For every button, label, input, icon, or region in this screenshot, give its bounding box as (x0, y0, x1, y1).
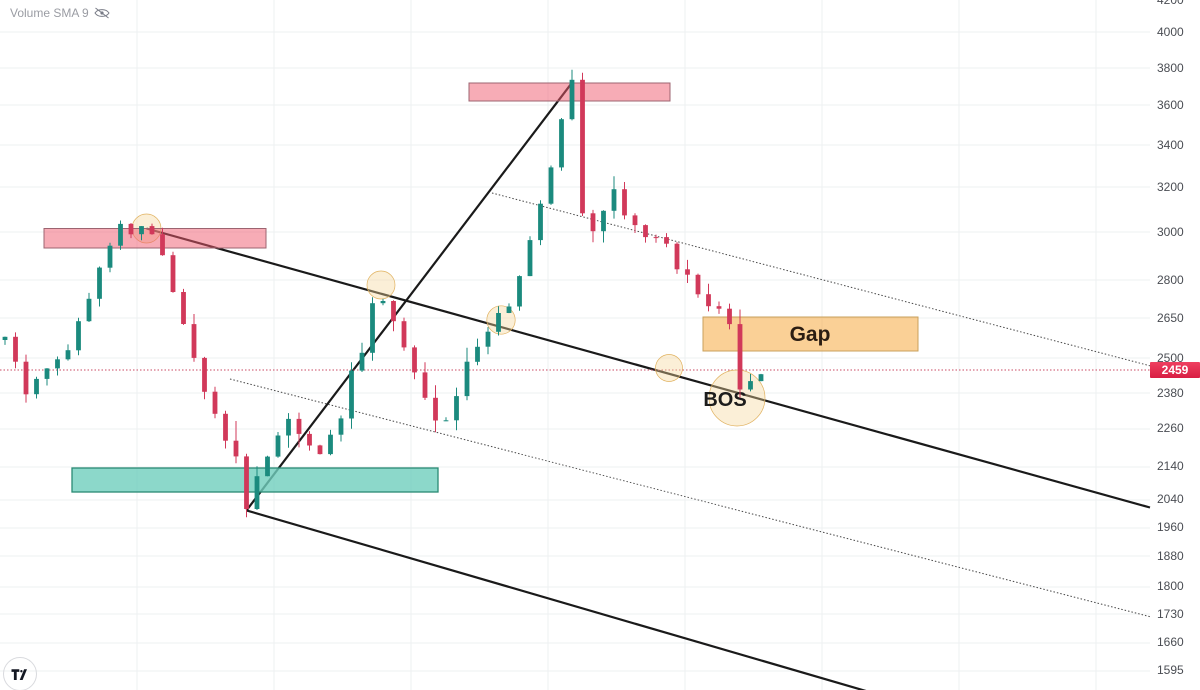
svg-text:Gap: Gap (790, 323, 831, 346)
